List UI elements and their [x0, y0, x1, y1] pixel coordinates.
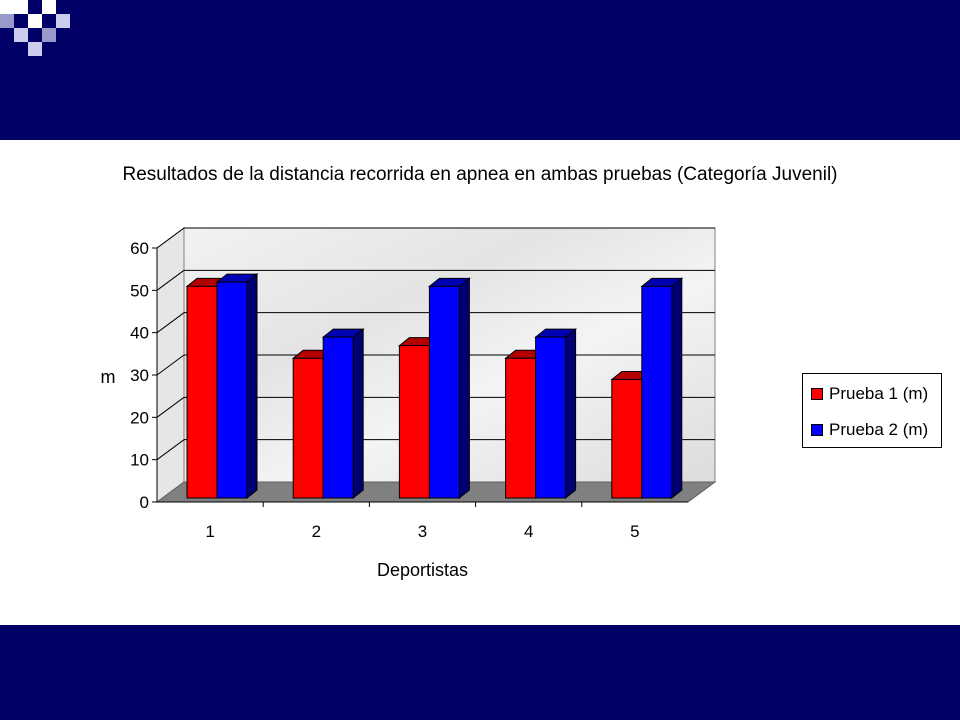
y-tick-label: 10 [130, 451, 149, 470]
bar-prueba-2 [640, 277, 684, 500]
y-tick-label: 60 [130, 239, 149, 258]
gridline-side [156, 396, 185, 418]
bar-prueba-2 [534, 328, 578, 500]
bar-front [398, 345, 430, 499]
header-bar [0, 0, 960, 140]
bar-front [292, 357, 324, 499]
bar-prueba-2 [321, 328, 365, 500]
legend-item-prueba-2: Prueba 2 (m) [811, 420, 928, 440]
bar-front [611, 378, 643, 499]
x-axis-title: Deportistas [377, 560, 468, 580]
bar-side [246, 273, 258, 500]
legend-label: Prueba 1 (m) [829, 384, 929, 403]
gridline-side [156, 312, 185, 334]
x-tick-label: 5 [630, 522, 639, 541]
gridline-side [156, 269, 185, 291]
x-tick-label: 4 [524, 522, 533, 541]
bar-front [505, 357, 537, 499]
bar-side [458, 277, 470, 500]
bar-side [352, 328, 364, 500]
y-tick-label: 0 [140, 493, 149, 512]
bar-side [671, 277, 683, 500]
legend-label: Prueba 2 (m) [829, 420, 929, 439]
gridline-side [156, 439, 185, 461]
bar-front [186, 285, 218, 499]
gridline-side [156, 227, 185, 249]
bar-side [565, 328, 577, 500]
y-tick-label: 20 [130, 408, 149, 427]
chart-legend: Prueba 1 (m) Prueba 2 (m) [802, 373, 942, 448]
footer-bar [0, 625, 960, 720]
legend-item-prueba-1: Prueba 1 (m) [811, 384, 928, 404]
legend-swatch-blue [811, 424, 823, 436]
y-tick-label: 30 [130, 366, 149, 385]
x-tick-label: 2 [312, 522, 321, 541]
y-axis-title: m [101, 367, 116, 387]
x-tick-label: 1 [205, 522, 214, 541]
bar-front [428, 285, 460, 499]
legend-swatch-red [811, 388, 823, 400]
bar-prueba-2 [427, 277, 471, 500]
bar-front [535, 336, 567, 499]
bar-prueba-2 [215, 273, 259, 500]
chart-title: Resultados de la distancia recorrida en … [122, 164, 838, 185]
x-tick-label: 3 [418, 522, 427, 541]
gridline-side [156, 354, 185, 376]
bar-front [322, 336, 354, 499]
y-tick-label: 40 [130, 324, 149, 343]
bar-front [216, 281, 248, 499]
bar-front [641, 285, 673, 499]
y-tick-label: 50 [130, 281, 149, 300]
